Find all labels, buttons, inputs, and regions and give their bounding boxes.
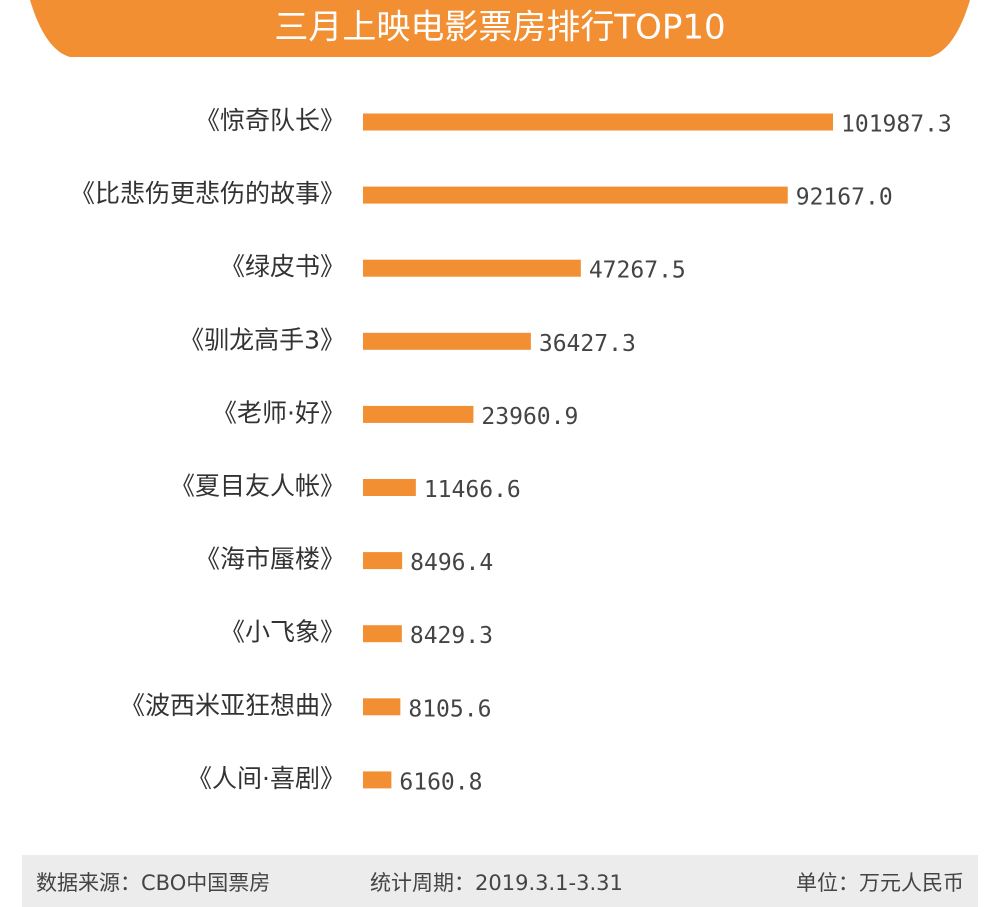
category-label: 《老师·好》 [212, 398, 345, 427]
category-label: 《绿皮书》 [220, 252, 345, 281]
value-label: 92167.0 [796, 185, 893, 211]
bar [363, 771, 392, 789]
bar [363, 479, 416, 496]
value-label: 47267.5 [589, 258, 686, 284]
bar [363, 186, 788, 204]
value-label: 8496.4 [410, 550, 493, 576]
footer-band [22, 855, 978, 907]
category-label: 《驯龙高手3》 [179, 325, 345, 354]
bar [363, 552, 403, 570]
value-label: 8429.3 [410, 623, 493, 649]
category-label: 《比悲伤更悲伤的故事》 [70, 179, 345, 208]
title-banner [30, 0, 970, 57]
bar [363, 259, 581, 277]
value-label: 36427.3 [539, 331, 636, 357]
footer-unit: 单位：万元人民币 [796, 871, 964, 895]
bar [363, 332, 531, 350]
category-label: 《波西米亚狂想曲》 [120, 691, 345, 720]
bar [363, 625, 402, 643]
footer-source: 数据来源：CBO中国票房 [36, 871, 270, 895]
value-label: 101987.3 [841, 112, 952, 138]
category-label: 《海市蜃楼》 [195, 545, 345, 574]
category-label: 《惊奇队长》 [195, 106, 345, 135]
value-label: 23960.9 [481, 404, 578, 430]
category-label: 《夏目友人帐》 [170, 472, 345, 501]
category-label: 《人间·喜剧》 [187, 764, 345, 793]
chart-title: 三月上映电影票房排行TOP10 [274, 8, 725, 48]
footer-period: 统计周期：2019.3.1-3.31 [370, 871, 623, 895]
value-label: 11466.6 [424, 477, 521, 503]
bar [363, 405, 474, 423]
category-label: 《小飞象》 [220, 618, 345, 647]
bar [363, 113, 833, 131]
value-label: 6160.8 [399, 769, 482, 795]
bar [363, 698, 401, 716]
value-label: 8105.6 [408, 696, 491, 722]
